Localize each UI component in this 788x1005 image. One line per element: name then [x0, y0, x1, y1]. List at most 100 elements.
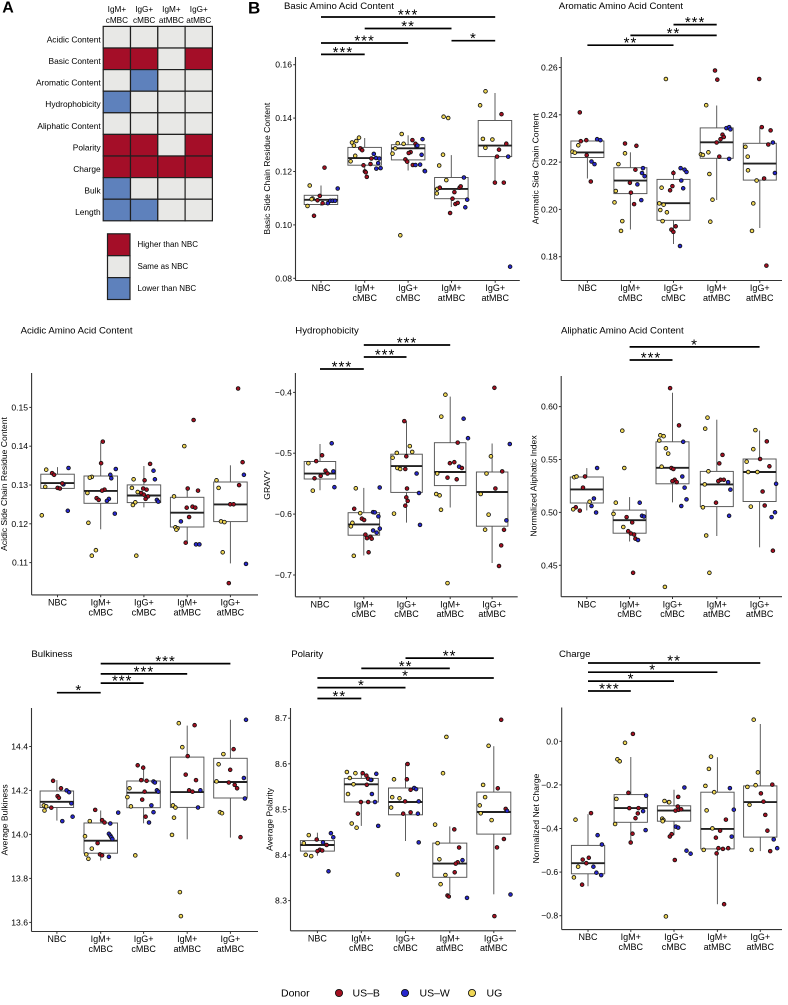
svg-text:***: *** [155, 653, 176, 670]
svg-text:Bulk: Bulk [84, 186, 101, 196]
svg-text:cMBC: cMBC [660, 609, 685, 619]
svg-text:***: *** [354, 33, 375, 50]
svg-text:0.26: 0.26 [541, 63, 558, 73]
svg-text:GRAVY: GRAVY [262, 470, 272, 500]
svg-text:0.20: 0.20 [541, 204, 558, 214]
svg-text:IgG+: IgG+ [482, 599, 502, 609]
svg-text:**: ** [399, 658, 413, 675]
svg-text:−0.6: −0.6 [541, 867, 558, 877]
svg-text:IgG+: IgG+ [397, 599, 417, 609]
svg-text:IgG+: IgG+ [134, 598, 154, 608]
svg-text:cMBC: cMBC [349, 943, 374, 953]
svg-text:0.12: 0.12 [275, 167, 292, 177]
svg-text:cMBC: cMBC [88, 607, 113, 617]
svg-text:IgG+: IgG+ [396, 933, 416, 943]
svg-text:IgG+: IgG+ [135, 5, 153, 14]
svg-text:−0.2: −0.2 [541, 780, 558, 790]
svg-text:cMBC: cMBC [88, 944, 113, 954]
svg-text:Average Bulkiness: Average Bulkiness [0, 784, 10, 855]
svg-text:0.14: 0.14 [11, 441, 28, 451]
svg-text:14.4: 14.4 [11, 742, 28, 752]
svg-text:IgG+: IgG+ [664, 283, 684, 293]
svg-text:0.0: 0.0 [546, 736, 558, 746]
svg-text:Aliphatic Content: Aliphatic Content [37, 121, 101, 131]
svg-text:Basic Content: Basic Content [49, 56, 102, 66]
svg-text:IgG+: IgG+ [664, 932, 684, 942]
svg-text:*: * [691, 336, 698, 353]
svg-text:cMBC: cMBC [396, 293, 421, 303]
svg-text:Basic Side Chain Residue Conte: Basic Side Chain Residue Content [262, 102, 272, 234]
svg-text:cMBC: cMBC [133, 16, 155, 25]
svg-text:atMBC: atMBC [173, 944, 201, 954]
svg-text:cMBC: cMBC [132, 607, 157, 617]
svg-text:***: *** [397, 335, 418, 352]
svg-text:−0.4: −0.4 [541, 824, 558, 834]
svg-text:atMBC: atMBC [217, 607, 245, 617]
svg-text:NBC: NBC [578, 283, 598, 293]
svg-text:0.22: 0.22 [541, 157, 558, 167]
svg-text:cMBC: cMBC [619, 942, 644, 952]
svg-text:IgM+: IgM+ [440, 933, 460, 943]
svg-text:Bulkiness: Bulkiness [31, 649, 72, 660]
svg-text:0.15: 0.15 [11, 402, 28, 412]
svg-text:8.3: 8.3 [275, 896, 287, 906]
svg-text:IgM+: IgM+ [707, 599, 727, 609]
svg-text:*: * [402, 668, 409, 685]
svg-text:Higher than NBC: Higher than NBC [138, 240, 199, 249]
svg-text:atMBC: atMBC [173, 607, 201, 617]
svg-text:atMBC: atMBC [186, 16, 211, 25]
svg-text:IgM+: IgM+ [621, 932, 641, 942]
svg-text:IgG+: IgG+ [485, 283, 505, 293]
svg-text:cMBC: cMBC [618, 293, 643, 303]
svg-text:atMBC: atMBC [159, 16, 184, 25]
svg-text:IgG+: IgG+ [221, 934, 241, 944]
svg-text:IgM+: IgM+ [619, 599, 639, 609]
svg-text:0.45: 0.45 [541, 560, 558, 570]
svg-text:A: A [2, 0, 14, 17]
svg-text:0.11: 0.11 [12, 558, 28, 568]
svg-text:0.13: 0.13 [11, 480, 28, 490]
svg-text:atMBC: atMBC [747, 942, 775, 952]
svg-text:***: *** [332, 359, 353, 376]
svg-text:Donor: Donor [281, 988, 310, 1000]
svg-text:Aromatic Amino Acid Content: Aromatic Amino Acid Content [559, 1, 684, 12]
svg-text:***: *** [641, 350, 662, 367]
svg-text:−0.5: −0.5 [275, 448, 292, 458]
svg-text:cMBC: cMBC [662, 942, 687, 952]
svg-text:Average Polarity: Average Polarity [265, 787, 275, 851]
svg-text:**: ** [667, 653, 681, 670]
svg-text:cMBC: cMBC [352, 293, 377, 303]
svg-text:Polarity: Polarity [291, 649, 323, 660]
svg-text:US–W: US–W [420, 988, 450, 1000]
svg-text:8.6: 8.6 [275, 759, 287, 769]
svg-text:IgM+: IgM+ [440, 599, 460, 609]
svg-text:IgG+: IgG+ [221, 598, 241, 608]
svg-text:IgM+: IgM+ [91, 934, 111, 944]
svg-text:IgM+: IgM+ [351, 933, 371, 943]
svg-text:NBC: NBC [48, 598, 68, 608]
svg-text:Normalized Aliphatic Index: Normalized Aliphatic Index [529, 435, 539, 537]
svg-text:*: * [470, 30, 477, 47]
svg-text:Length: Length [75, 207, 101, 217]
svg-text:NBC: NBC [578, 932, 598, 942]
svg-text:−0.8: −0.8 [541, 911, 558, 921]
svg-text:***: *** [398, 7, 419, 24]
svg-text:0.16: 0.16 [275, 60, 292, 70]
svg-text:IgM+: IgM+ [707, 283, 727, 293]
svg-text:IgG+: IgG+ [134, 934, 154, 944]
svg-text:atMBC: atMBC [746, 293, 774, 303]
svg-text:13.6: 13.6 [11, 917, 28, 927]
svg-text:atMBC: atMBC [480, 943, 508, 953]
svg-text:Normalized Net Charge: Normalized Net Charge [531, 773, 541, 863]
svg-text:IgG+: IgG+ [663, 599, 683, 609]
svg-text:14.0: 14.0 [11, 829, 28, 839]
svg-text:Aromatic Content: Aromatic Content [36, 78, 101, 88]
svg-text:cMBC: cMBC [131, 944, 156, 954]
svg-text:Polarity: Polarity [73, 142, 102, 152]
svg-text:atMBC: atMBC [704, 942, 732, 952]
svg-text:14.2: 14.2 [11, 785, 28, 795]
svg-text:***: *** [112, 673, 133, 690]
svg-text:0.08: 0.08 [275, 273, 292, 283]
svg-text:atMBC: atMBC [438, 293, 466, 303]
svg-text:Hydrophobicity: Hydrophobicity [295, 325, 359, 336]
